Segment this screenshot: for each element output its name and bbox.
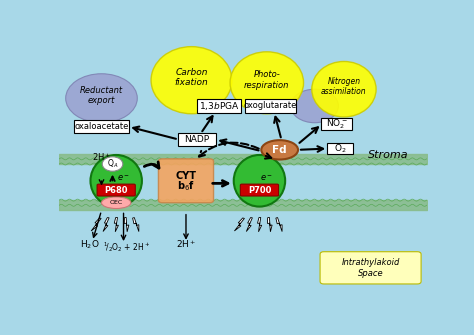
Polygon shape <box>235 218 245 231</box>
Text: $^1\!/_2$O$_2$ + 2H$^+$: $^1\!/_2$O$_2$ + 2H$^+$ <box>103 240 150 254</box>
Polygon shape <box>267 217 272 232</box>
FancyBboxPatch shape <box>197 99 241 113</box>
Text: Intrathylakoid
Space: Intrathylakoid Space <box>341 258 400 277</box>
Text: H$_2$O: H$_2$O <box>80 239 99 251</box>
Ellipse shape <box>151 47 232 114</box>
Polygon shape <box>124 217 129 232</box>
Text: NADP: NADP <box>184 135 210 144</box>
Text: Stroma: Stroma <box>368 149 408 159</box>
FancyBboxPatch shape <box>327 143 353 154</box>
FancyBboxPatch shape <box>321 118 352 130</box>
Text: Nitrogen
assimilation: Nitrogen assimilation <box>321 77 367 96</box>
Polygon shape <box>91 218 101 231</box>
Text: 1,3$b$PGA: 1,3$b$PGA <box>199 100 239 112</box>
Ellipse shape <box>234 155 285 207</box>
FancyBboxPatch shape <box>320 252 421 284</box>
Circle shape <box>102 157 123 171</box>
Ellipse shape <box>91 155 142 207</box>
FancyBboxPatch shape <box>74 120 129 133</box>
Text: oxaloacetate: oxaloacetate <box>74 122 128 131</box>
Text: 2H$^+$: 2H$^+$ <box>92 152 111 163</box>
Text: Fd: Fd <box>273 145 287 155</box>
Ellipse shape <box>291 89 338 123</box>
Text: CYT: CYT <box>175 171 197 181</box>
Ellipse shape <box>261 140 298 159</box>
Ellipse shape <box>312 62 376 117</box>
FancyBboxPatch shape <box>240 184 279 196</box>
Text: 2H$^+$: 2H$^+$ <box>176 238 196 250</box>
Text: oxoglutarate: oxoglutarate <box>244 102 297 111</box>
FancyBboxPatch shape <box>178 133 217 146</box>
Text: NO$_2^-$: NO$_2^-$ <box>326 117 347 131</box>
Polygon shape <box>257 217 262 232</box>
Text: Photo-
respiration: Photo- respiration <box>244 70 290 90</box>
Text: e$^-$: e$^-$ <box>261 174 273 183</box>
Ellipse shape <box>101 197 131 208</box>
Text: e$^-$: e$^-$ <box>117 174 130 183</box>
Polygon shape <box>103 218 109 231</box>
Polygon shape <box>114 217 118 232</box>
FancyBboxPatch shape <box>97 184 135 196</box>
FancyBboxPatch shape <box>245 99 296 113</box>
Polygon shape <box>246 218 252 231</box>
Text: b$_6$f: b$_6$f <box>177 179 195 193</box>
Polygon shape <box>276 217 282 231</box>
Text: O$_2$: O$_2$ <box>334 142 346 155</box>
Text: P680: P680 <box>104 186 128 195</box>
Ellipse shape <box>230 52 303 114</box>
Ellipse shape <box>66 74 137 123</box>
Text: Q$_A$: Q$_A$ <box>107 158 118 170</box>
Text: P700: P700 <box>248 186 271 195</box>
Polygon shape <box>133 217 139 231</box>
Text: Carbon
fixation: Carbon fixation <box>174 68 209 87</box>
Text: Reductant
export: Reductant export <box>80 86 123 106</box>
Text: OEC: OEC <box>109 200 123 205</box>
FancyBboxPatch shape <box>158 159 213 203</box>
